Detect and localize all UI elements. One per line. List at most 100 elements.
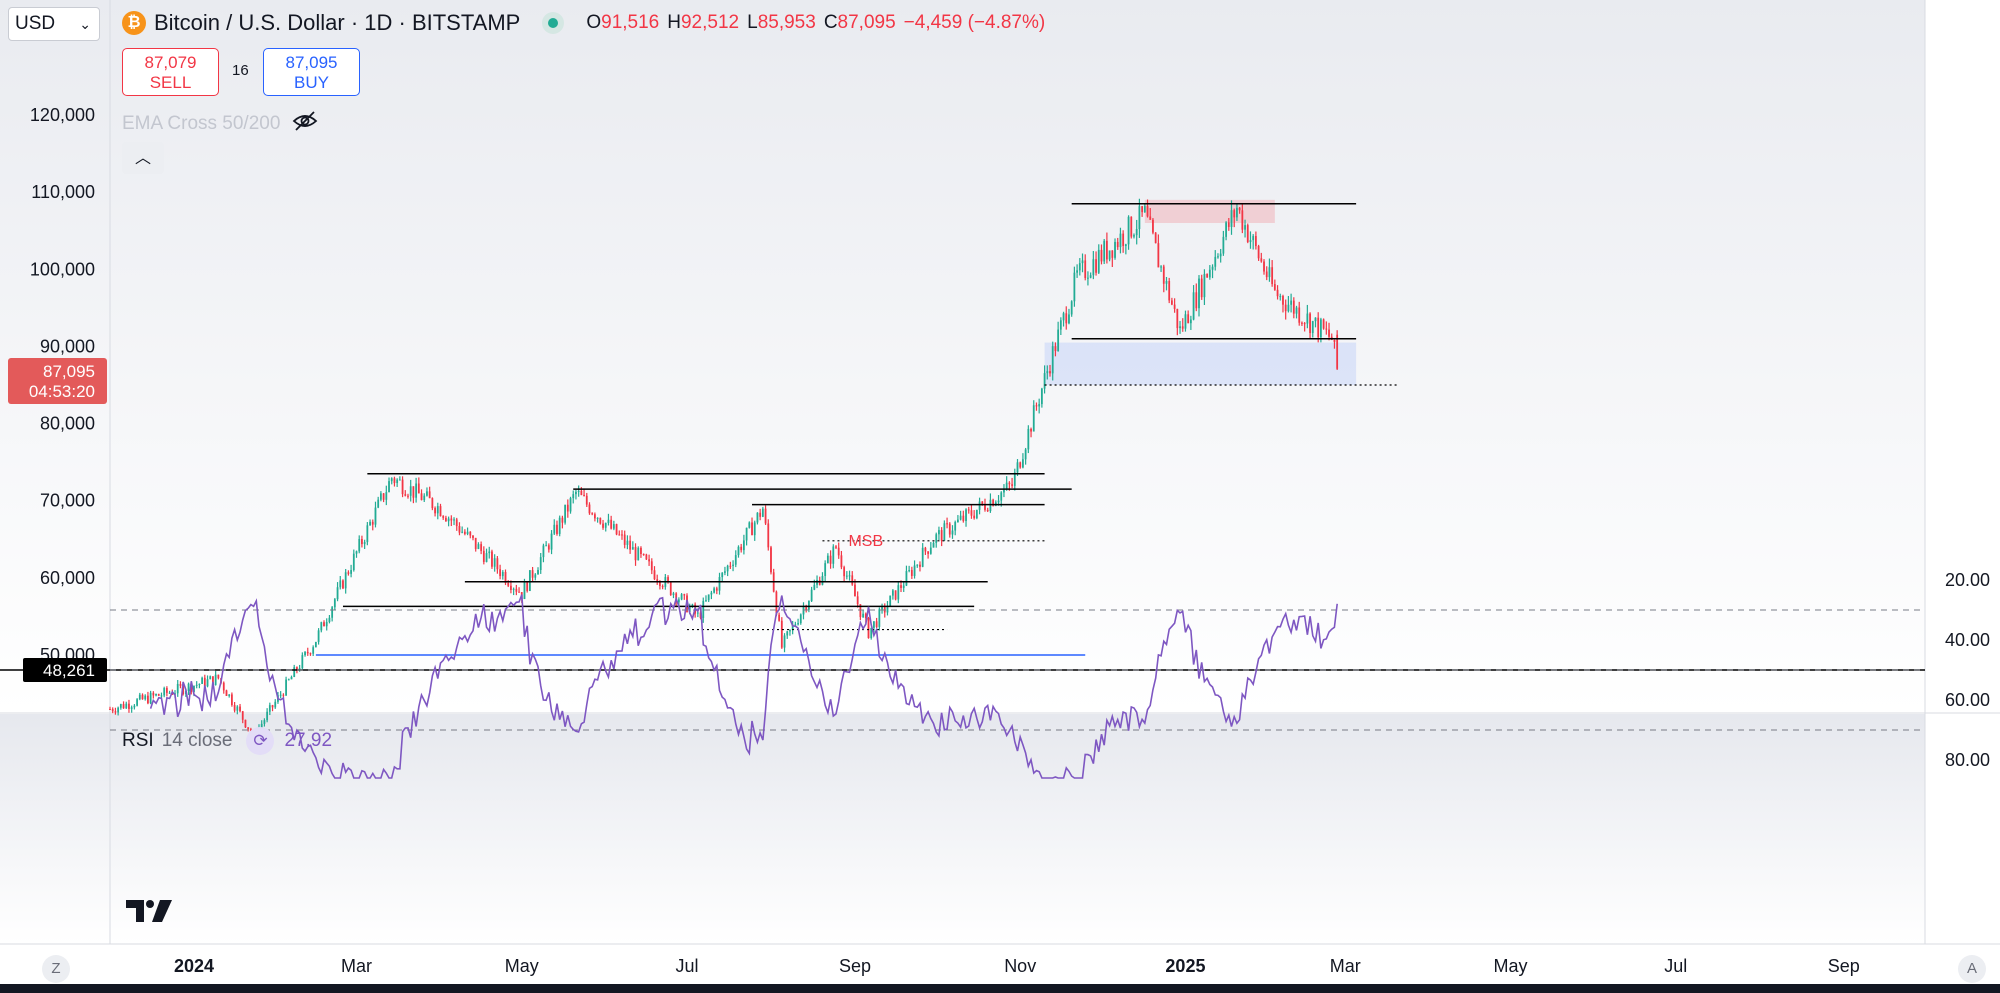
candle-body	[247, 727, 250, 730]
candle-body	[910, 570, 913, 576]
candle-body	[537, 570, 539, 575]
candle-body	[864, 613, 867, 619]
candle-body	[732, 564, 734, 566]
candle-body	[165, 688, 168, 693]
candle-body	[282, 694, 285, 696]
candle-body	[1078, 263, 1081, 271]
candle-body	[1192, 292, 1195, 320]
candle-body	[1065, 313, 1068, 324]
candle-body	[929, 547, 932, 554]
candle-body	[867, 618, 870, 638]
buy-button[interactable]: 87,095 BUY	[263, 48, 360, 96]
candle-body	[829, 555, 832, 564]
candle-body	[585, 495, 588, 505]
candle-body	[669, 582, 672, 595]
symbol-title[interactable]: Bitcoin / U.S. Dollar · 1D · BITSTAMP	[154, 10, 521, 35]
candle-body	[959, 515, 962, 520]
buy-price: 87,095	[285, 53, 338, 72]
candle-body	[1282, 296, 1284, 305]
candle-body	[696, 612, 699, 614]
candle-body	[447, 518, 450, 522]
auto-scale-button[interactable]: A	[1958, 955, 1986, 983]
time-tick-label: Mar	[341, 956, 372, 976]
candle-body	[1011, 484, 1013, 486]
candle-body	[1005, 482, 1008, 490]
candle-body	[943, 523, 946, 541]
candle-body	[477, 544, 480, 549]
candle-body	[623, 534, 626, 545]
collapse-legend-button[interactable]: ︿	[122, 142, 164, 174]
candle-body	[862, 613, 864, 618]
candle-body	[396, 479, 399, 484]
candle-body	[707, 594, 710, 601]
candle-body	[347, 572, 350, 574]
candle-body	[677, 599, 680, 603]
candle-body	[948, 523, 951, 535]
price-change: −4,459 (−4.87%)	[903, 12, 1046, 33]
current-price-value: 87,095	[43, 362, 95, 381]
candle-body	[296, 667, 298, 671]
candle-body	[1035, 405, 1038, 407]
candle-body	[645, 554, 648, 560]
candle-body	[710, 592, 713, 595]
candle-body	[455, 519, 458, 527]
price-axis-background	[1925, 0, 2000, 944]
candle-body	[1173, 304, 1176, 309]
candle-body	[967, 509, 970, 511]
candle-body	[1227, 222, 1230, 227]
candle-body	[398, 479, 401, 481]
candle-body	[157, 694, 160, 696]
market-status-icon[interactable]	[542, 12, 565, 34]
candle-body	[352, 553, 355, 571]
candle-body	[163, 688, 166, 696]
candle-body	[556, 524, 558, 534]
candle-body	[1130, 216, 1133, 237]
candle-body	[401, 479, 404, 495]
candle-body	[921, 547, 924, 567]
ohlc-high: H92,512	[667, 12, 740, 33]
candle-body	[496, 558, 499, 570]
rsi-indicator-legend[interactable]: RSI 14 close ⟳ 27.92	[122, 727, 332, 755]
zoom-button[interactable]: Z	[42, 955, 70, 983]
candle-body	[271, 705, 274, 708]
candle-body	[1328, 329, 1330, 337]
refresh-icon[interactable]: ⟳	[246, 727, 275, 755]
candle-body	[344, 572, 347, 589]
chevron-up-icon: ︿	[134, 150, 151, 167]
candle-body	[1206, 273, 1209, 278]
candle-body	[388, 481, 390, 493]
candle-body	[379, 493, 382, 500]
candle-body	[1298, 307, 1301, 323]
sell-button[interactable]: 87,079 SELL	[122, 48, 219, 96]
candle-body	[1171, 300, 1173, 305]
price-tick-label: 110,000	[31, 182, 95, 202]
candle-body	[439, 506, 442, 517]
candle-body	[182, 685, 185, 695]
candle-body	[423, 495, 426, 501]
ema-indicator-legend[interactable]: EMA Cross 50/200	[122, 110, 318, 138]
candle-body	[1043, 373, 1046, 389]
time-tick-label: Mar	[1330, 956, 1361, 976]
tradingview-logo[interactable]	[126, 898, 174, 929]
currency-select[interactable]: USD ⌄	[8, 7, 100, 41]
price-tick-label: 120,000	[30, 105, 95, 125]
candle-body	[975, 509, 978, 519]
candle-body	[583, 494, 585, 496]
candle-body	[198, 683, 201, 685]
candle-body	[1292, 300, 1295, 314]
candle-body	[588, 504, 591, 514]
candle-body	[1046, 371, 1049, 374]
candle-body	[301, 655, 304, 669]
candle-body	[1105, 240, 1108, 260]
candle-body	[805, 606, 808, 610]
candle-body	[1116, 241, 1119, 248]
candle-body	[244, 719, 247, 728]
chevron-down-icon: ⌄	[79, 16, 91, 32]
candle-body	[458, 526, 461, 533]
candle-body	[442, 516, 445, 518]
candle-body	[290, 676, 293, 680]
eye-hidden-icon[interactable]	[292, 110, 318, 138]
candle-body	[1252, 236, 1255, 241]
candle-body	[631, 547, 634, 550]
